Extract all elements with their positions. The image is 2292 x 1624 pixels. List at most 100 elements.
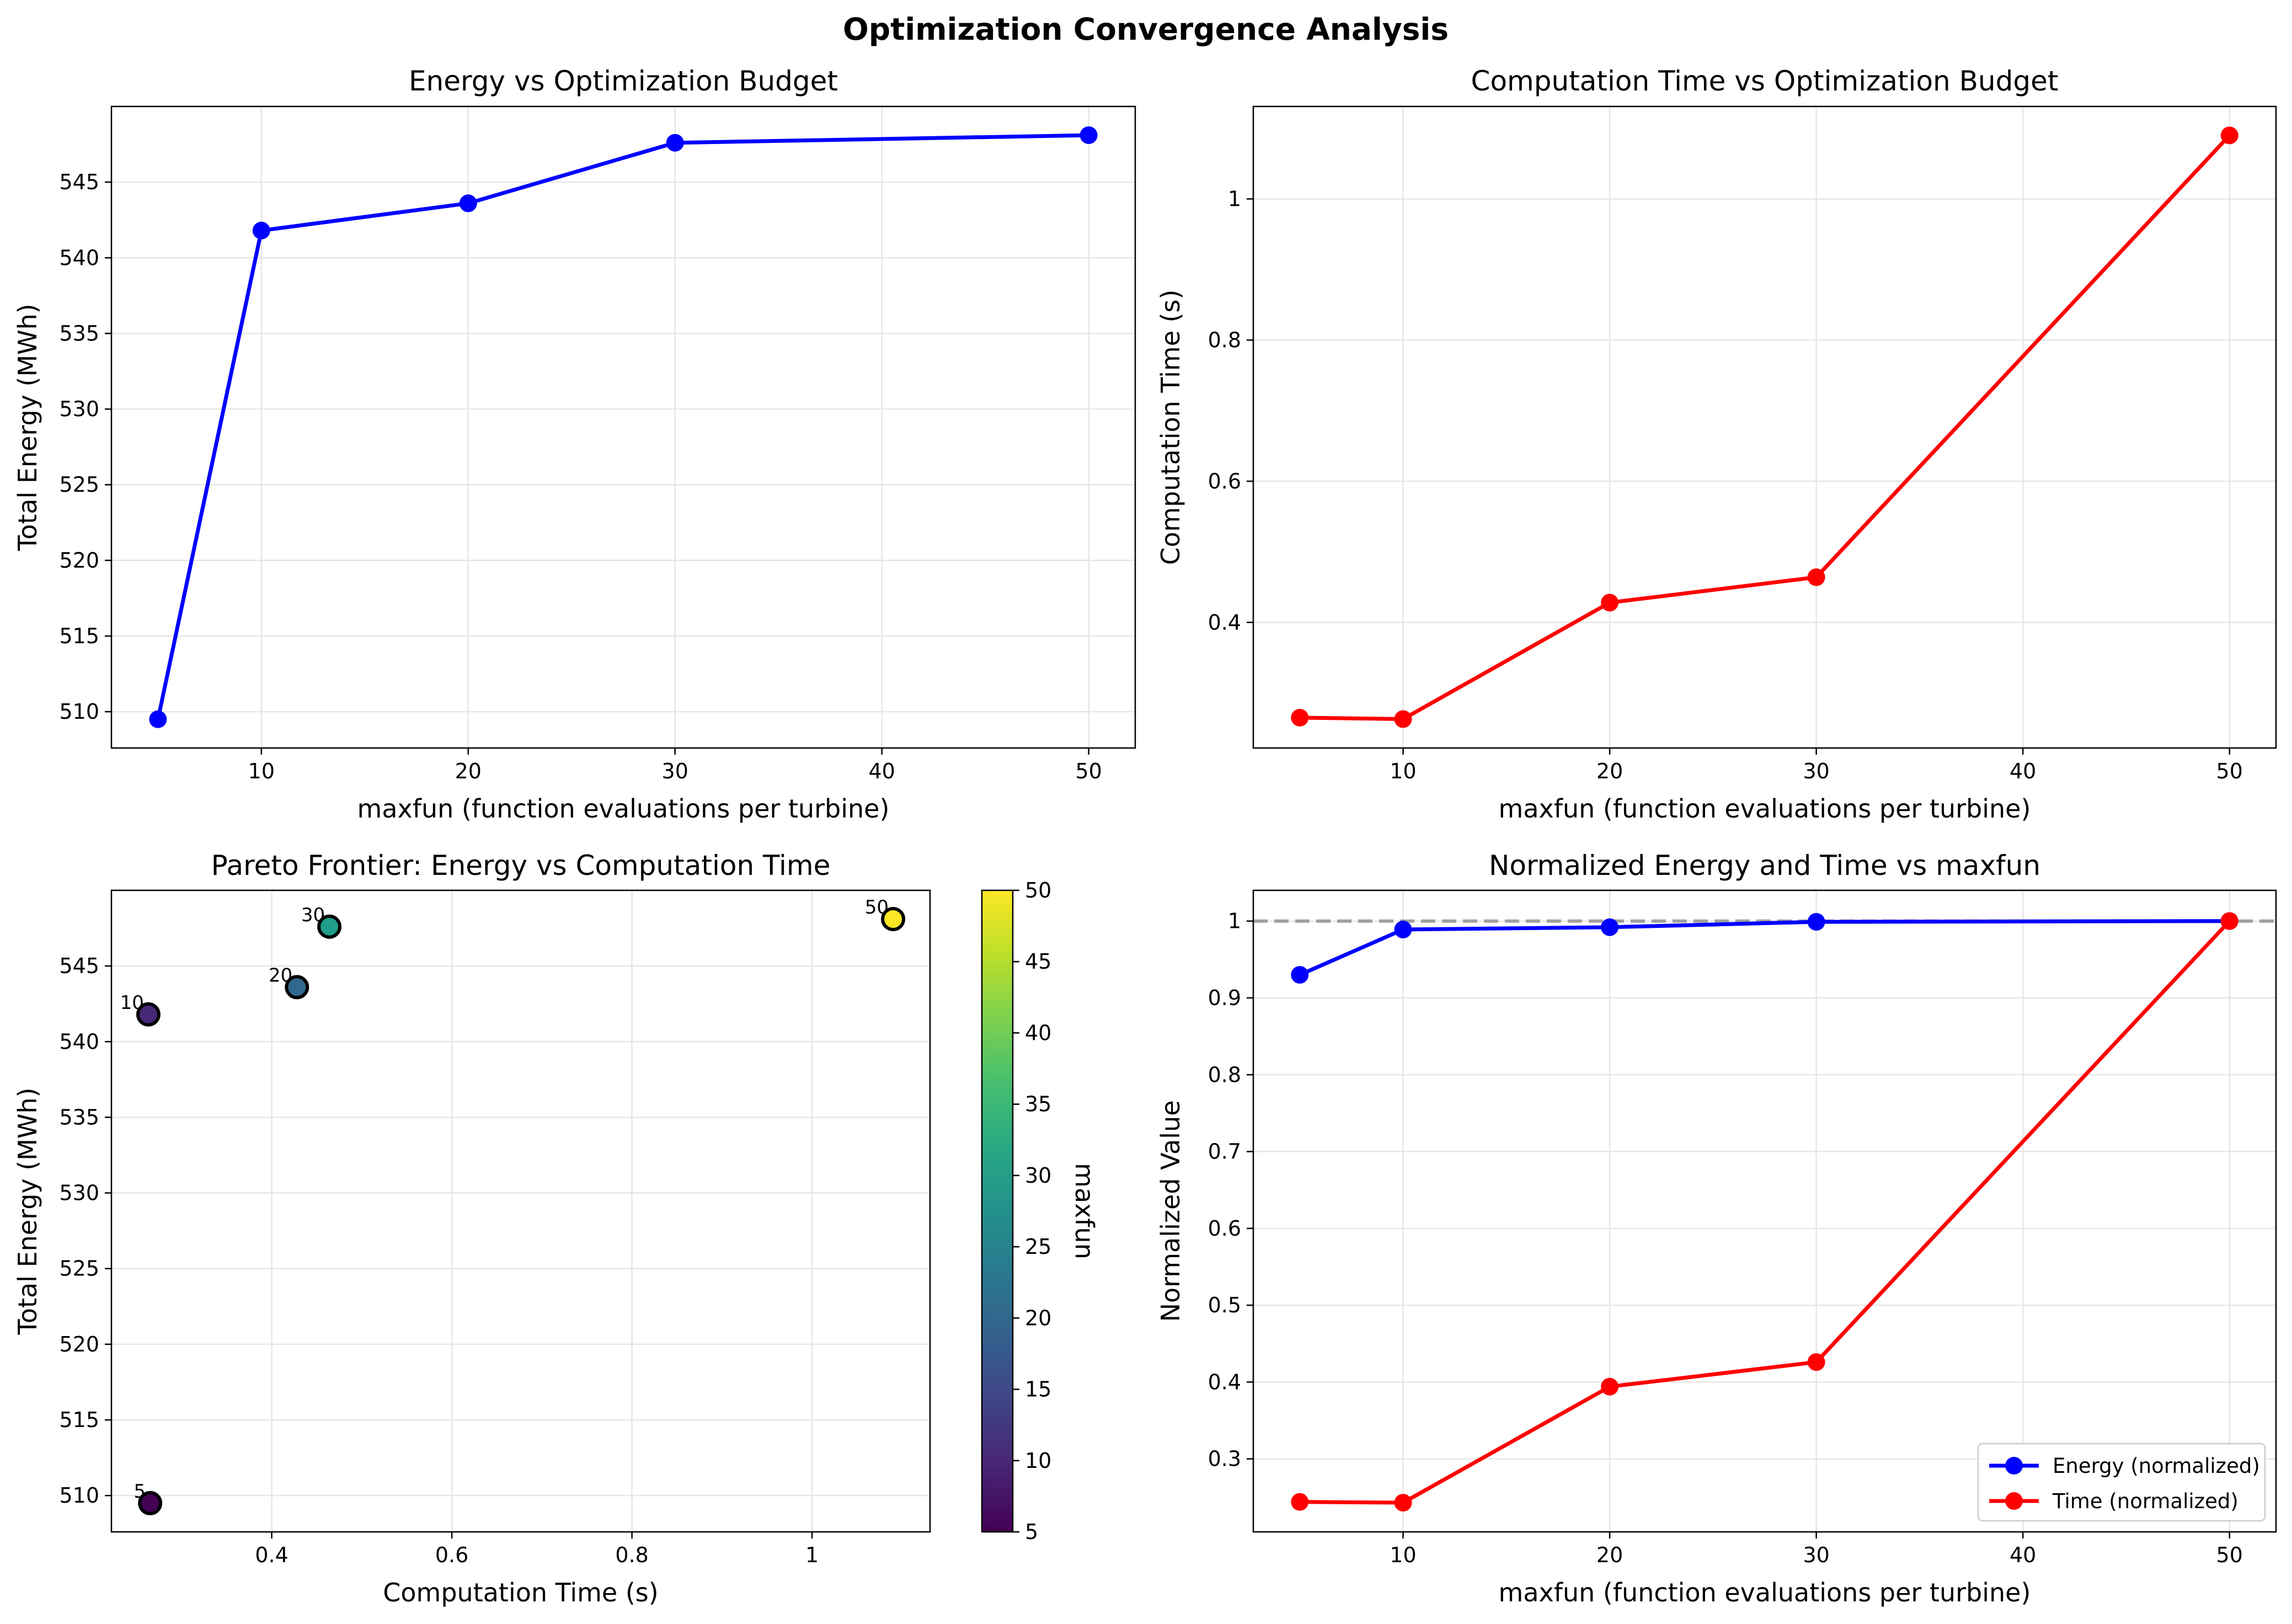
data-point [1807, 913, 1825, 931]
x-tick-label: 20 [1596, 1543, 1623, 1567]
data-point [1080, 126, 1098, 145]
colorbar-label: maxfun [1070, 1163, 1099, 1259]
y-tick-label: 525 [59, 1257, 99, 1281]
y-axis-label: Total Energy (MWh) [13, 304, 42, 552]
axes-frame [110, 105, 1136, 749]
data-point [252, 221, 270, 239]
data-point [1601, 1377, 1619, 1396]
legend-label: Energy (normalized) [2053, 1454, 2260, 1478]
chart-title: Pareto Frontier: Energy vs Computation T… [211, 850, 831, 882]
chart-title: Energy vs Optimization Budget [409, 65, 838, 97]
x-axis-label: maxfun (function evaluations per turbine… [357, 794, 890, 824]
normalized-values-chart: 10 20 30 40 50 0.3 0.4 0.5 0.6 0.7 0.8 0.9 1 Normaliz… [1156, 850, 2277, 1607]
x-tick-label: 50 [1075, 759, 1102, 783]
y-tick-label: 535 [59, 321, 99, 345]
colorbar-tick-label: 20 [1025, 1306, 1051, 1330]
legend-box [1977, 1443, 2266, 1522]
y-tick-label: 0.6 [1208, 469, 1241, 493]
energy-vs-budget-chart: 10 20 30 40 50 510 515 520 525 530 535 540 545 Energy… [13, 65, 1136, 824]
colorbar-tick-label: 25 [1025, 1235, 1051, 1259]
data-point [1807, 568, 1825, 586]
point-label: 30 [301, 904, 325, 926]
point-label: 50 [865, 896, 889, 918]
x-tick-label: 40 [869, 759, 895, 783]
y-tick-label: 545 [59, 954, 99, 978]
x-tick-label: 50 [2216, 759, 2243, 783]
colorbar-tick-label: 45 [1025, 949, 1051, 974]
legend-marker [2005, 1492, 2023, 1510]
data-point [666, 133, 684, 152]
colorbar-tick-label: 50 [1025, 878, 1051, 902]
maxfun-colorbar: 5 10 15 20 25 30 35 40 45 50 maxfun [981, 878, 1099, 1544]
data-point [2220, 912, 2238, 930]
scatter-point [285, 975, 309, 1000]
y-tick-label: 530 [59, 1181, 99, 1205]
x-tick-label: 40 [2010, 1543, 2036, 1567]
y-tick-label: 0.7 [1208, 1140, 1241, 1164]
y-tick-label: 525 [59, 473, 99, 497]
x-tick-label: 30 [1803, 759, 1829, 783]
axes-frame [1252, 889, 2277, 1533]
y-axis-label: Normalized Value [1156, 1101, 1185, 1322]
x-tick-label: 40 [2010, 759, 2036, 783]
data-point [1601, 594, 1619, 612]
axes-frame [1252, 105, 2277, 749]
data-point [1291, 708, 1309, 726]
x-tick-label: 1 [805, 1543, 819, 1567]
data-point [149, 710, 167, 728]
colorbar-tick-label: 10 [1025, 1449, 1051, 1473]
colorbar-tick-label: 35 [1025, 1092, 1051, 1116]
data-point [1394, 1494, 1412, 1512]
y-tick-label: 0.6 [1208, 1216, 1241, 1241]
colorbar-tick-label: 40 [1025, 1021, 1051, 1045]
x-tick-label: 20 [1596, 759, 1623, 783]
data-point [2220, 126, 2238, 145]
legend-marker [2005, 1457, 2023, 1475]
x-tick-label: 0.6 [435, 1543, 468, 1567]
y-tick-label: 1 [1228, 909, 1241, 933]
y-tick-label: 0.4 [1208, 1370, 1241, 1394]
y-tick-label: 520 [59, 1332, 99, 1356]
y-axis-label: Computation Time (s) [1156, 290, 1185, 565]
y-tick-label: 510 [59, 699, 99, 724]
x-tick-label: 0.8 [615, 1543, 648, 1567]
colorbar-tick-label: 5 [1025, 1520, 1038, 1544]
x-tick-label: 50 [2216, 1543, 2243, 1567]
y-tick-label: 510 [59, 1483, 99, 1508]
data-point [1394, 710, 1412, 728]
y-tick-label: 520 [59, 548, 99, 573]
figure-title: Optimization Convergence Analysis [843, 12, 1449, 47]
x-axis-label: maxfun (function evaluations per turbine… [1499, 1578, 2031, 1607]
point-label: 10 [120, 992, 144, 1014]
y-tick-label: 1 [1228, 187, 1241, 211]
colorbar-tick-label: 30 [1025, 1163, 1051, 1188]
y-tick-label: 530 [59, 397, 99, 421]
x-axis-label: maxfun (function evaluations per turbine… [1499, 794, 2031, 824]
x-tick-label: 20 [455, 759, 482, 783]
y-tick-label: 0.8 [1208, 328, 1241, 352]
legend-label: Time (normalized) [2052, 1489, 2238, 1513]
y-tick-label: 540 [59, 1029, 99, 1054]
y-tick-label: 0.3 [1208, 1447, 1241, 1471]
y-tick-label: 545 [59, 170, 99, 194]
chart-title: Normalized Energy and Time vs maxfun [1489, 850, 2040, 882]
x-tick-label: 0.4 [255, 1543, 288, 1567]
y-tick-label: 515 [59, 1408, 99, 1432]
y-axis-label: Total Energy (MWh) [13, 1088, 42, 1335]
time-vs-budget-chart: 10 20 30 40 50 0.4 0.6 0.8 1 Computation Time vs … [1156, 65, 2277, 824]
chart-title: Computation Time vs Optimization Budget [1471, 65, 2059, 97]
x-tick-label: 10 [248, 759, 275, 783]
data-point [1807, 1353, 1825, 1371]
x-tick-label: 30 [662, 759, 688, 783]
data-point [1601, 918, 1619, 936]
x-tick-label: 10 [1390, 1543, 1416, 1567]
colorbar-tick-label: 15 [1025, 1377, 1051, 1402]
y-tick-label: 515 [59, 624, 99, 648]
scatter-point [317, 914, 342, 939]
data-point [1291, 966, 1309, 984]
scatter-point [881, 907, 906, 932]
y-tick-label: 0.8 [1208, 1062, 1241, 1087]
data-point [1291, 1493, 1309, 1511]
